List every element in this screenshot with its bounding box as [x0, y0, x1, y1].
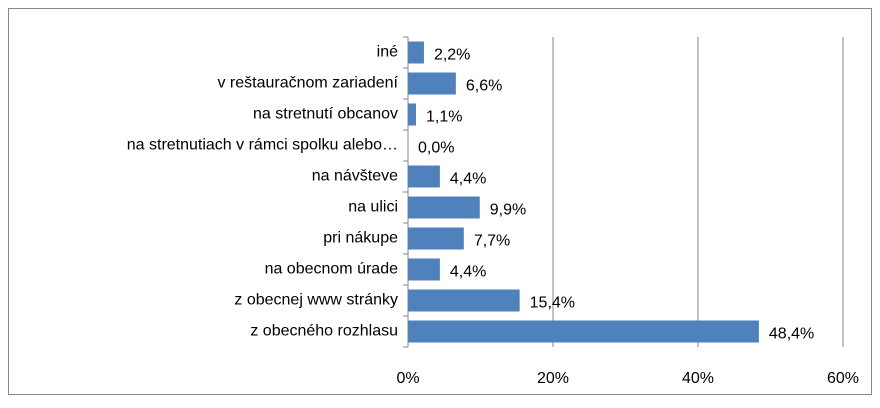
x-tick-label: 60% [827, 370, 859, 387]
bar [408, 227, 464, 250]
y-tick-label: pri nákupe [323, 230, 398, 247]
x-tick-label: 20% [537, 370, 569, 387]
y-tick-label: na stretnutí obcanov [253, 106, 398, 123]
bar [408, 103, 416, 126]
data-label: 9,9% [490, 202, 526, 219]
y-tick-label: na ulici [348, 199, 398, 216]
data-label: 6,6% [466, 78, 502, 95]
bar [408, 165, 440, 188]
bar [408, 196, 480, 219]
bar [408, 258, 440, 281]
data-label: 4,4% [450, 171, 486, 188]
y-tick-label: z obecnej www stránky [234, 292, 398, 309]
bar [408, 289, 520, 312]
y-tick-label: iné [377, 44, 398, 61]
data-label: 7,7% [474, 233, 510, 250]
data-label: 2,2% [434, 47, 470, 64]
y-tick-label: na obecnom úrade [265, 261, 399, 278]
data-label: 15,4% [530, 295, 575, 312]
y-tick-label: v reštauračnom zariadení [217, 75, 398, 92]
y-tick-label: na návšteve [312, 168, 398, 185]
data-label: 0,0% [418, 140, 454, 157]
bar [408, 41, 424, 64]
y-tick-label: na stretnutiach v rámci spolku alebo… [127, 137, 398, 154]
bar [408, 320, 759, 343]
data-label: 4,4% [450, 264, 486, 281]
data-label: 1,1% [426, 109, 462, 126]
data-label: 48,4% [769, 326, 814, 343]
x-tick-label: 0% [396, 370, 419, 387]
y-tick-label: z obecného rozhlasu [250, 323, 398, 340]
x-tick-label: 40% [682, 370, 714, 387]
bar [408, 72, 456, 95]
